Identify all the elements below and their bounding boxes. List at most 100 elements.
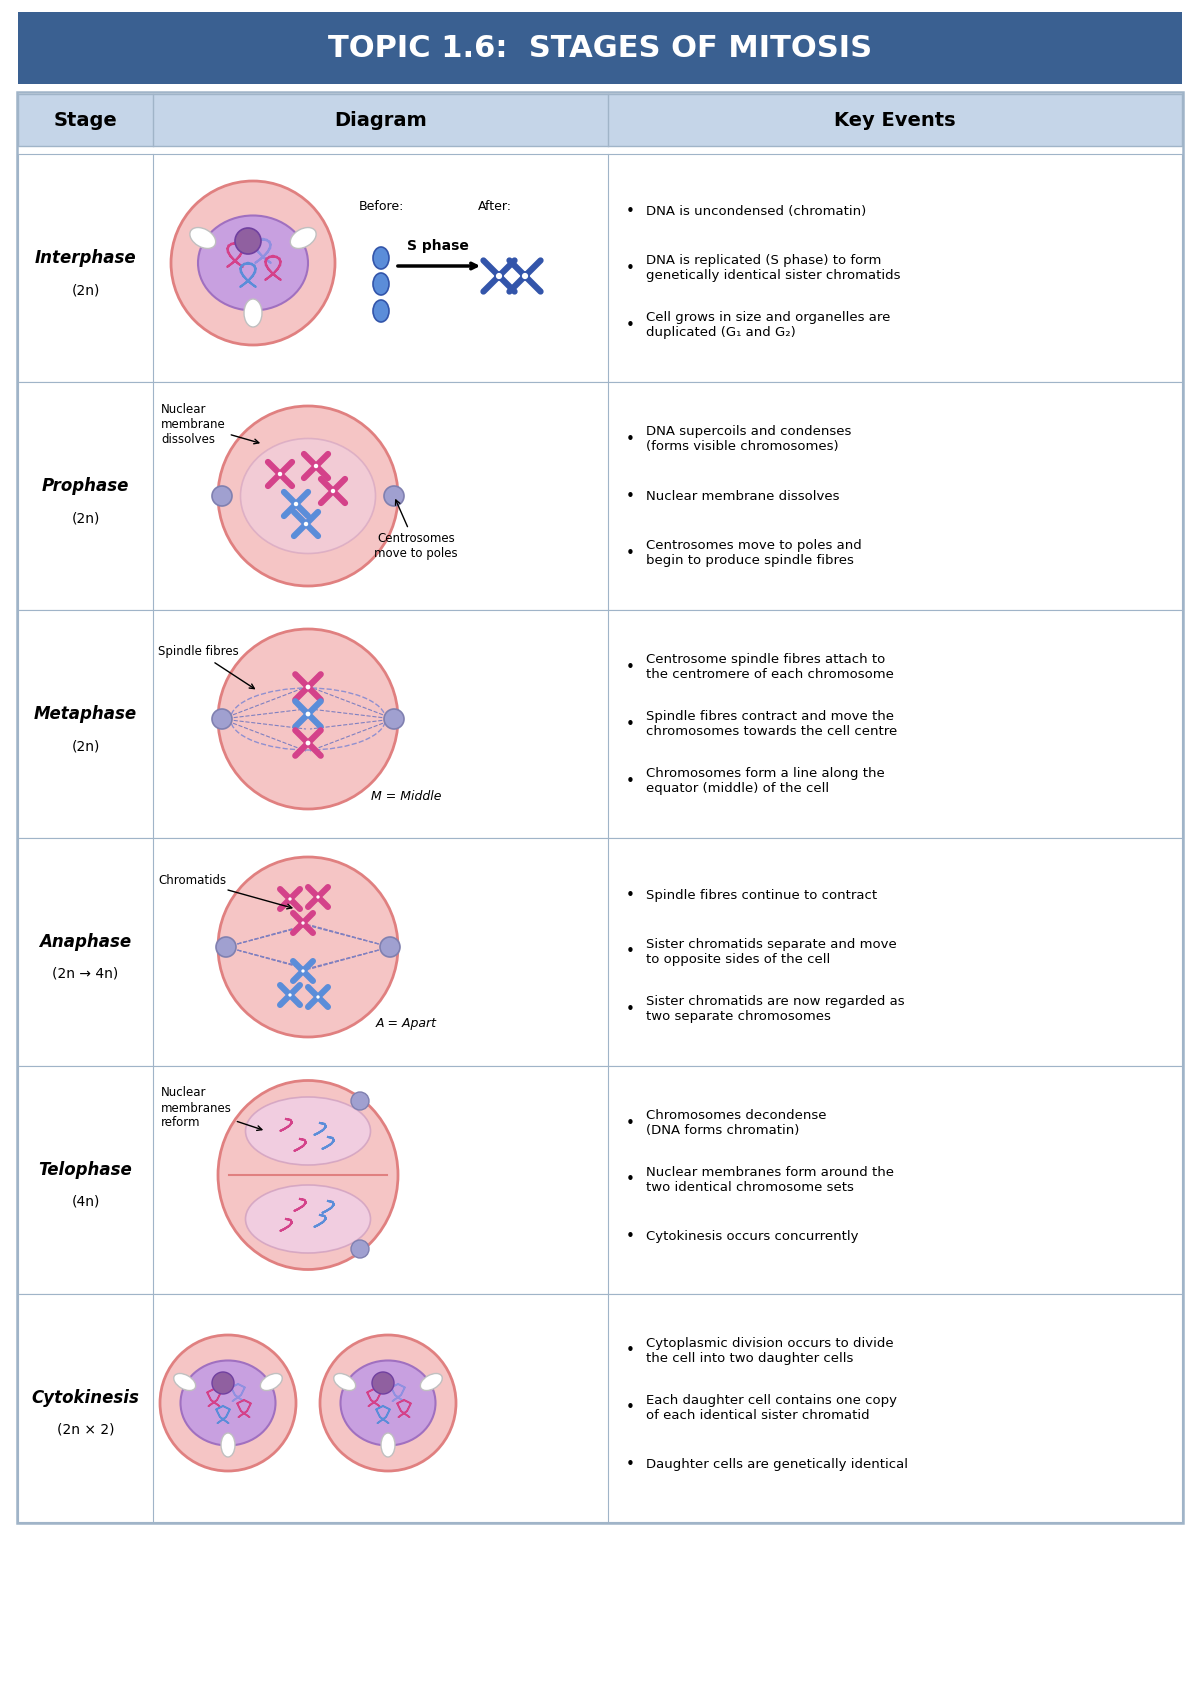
- Text: Nuclear
membranes
reform: Nuclear membranes reform: [161, 1087, 262, 1131]
- Ellipse shape: [174, 1374, 196, 1391]
- FancyBboxPatch shape: [18, 155, 1182, 382]
- Ellipse shape: [373, 273, 389, 295]
- Text: Sister chromatids are now regarded as
two separate chromosomes: Sister chromatids are now regarded as tw…: [646, 995, 905, 1022]
- Text: Cytoplasmic division occurs to divide
the cell into two daughter cells: Cytoplasmic division occurs to divide th…: [646, 1336, 894, 1365]
- Text: (2n): (2n): [71, 511, 100, 525]
- Circle shape: [218, 628, 398, 808]
- Text: Before:: Before:: [359, 199, 403, 212]
- Circle shape: [313, 464, 319, 469]
- Text: •: •: [626, 1401, 635, 1416]
- Circle shape: [352, 1240, 370, 1258]
- Circle shape: [288, 897, 293, 902]
- Circle shape: [320, 1335, 456, 1470]
- Circle shape: [384, 486, 404, 506]
- Text: Centrosomes
move to poles: Centrosomes move to poles: [374, 499, 458, 560]
- Text: S phase: S phase: [407, 239, 469, 253]
- Text: Centrosomes move to poles and
begin to produce spindle fibres: Centrosomes move to poles and begin to p…: [646, 538, 862, 567]
- Text: Each daughter cell contains one copy
of each identical sister chromatid: Each daughter cell contains one copy of …: [646, 1394, 898, 1421]
- Ellipse shape: [260, 1374, 282, 1391]
- Ellipse shape: [334, 1374, 355, 1391]
- Circle shape: [305, 711, 311, 717]
- Ellipse shape: [341, 1360, 436, 1445]
- Ellipse shape: [218, 1080, 398, 1270]
- Text: •: •: [626, 717, 635, 732]
- Circle shape: [172, 182, 335, 345]
- Circle shape: [218, 406, 398, 586]
- Text: •: •: [626, 888, 635, 903]
- Ellipse shape: [373, 246, 389, 268]
- Text: After:: After:: [478, 199, 512, 212]
- Ellipse shape: [246, 1097, 371, 1165]
- Text: •: •: [626, 489, 635, 504]
- Circle shape: [293, 501, 299, 508]
- Circle shape: [330, 487, 336, 494]
- Text: •: •: [626, 1343, 635, 1358]
- FancyBboxPatch shape: [18, 382, 1182, 610]
- Circle shape: [316, 995, 320, 1000]
- Circle shape: [384, 710, 404, 728]
- Text: Nuclear
membrane
dissolves: Nuclear membrane dissolves: [161, 402, 259, 445]
- Text: Cell grows in size and organelles are
duplicated (G₁ and G₂): Cell grows in size and organelles are du…: [646, 311, 890, 340]
- Circle shape: [288, 992, 293, 997]
- Text: •: •: [626, 260, 635, 275]
- Text: Diagram: Diagram: [334, 110, 427, 129]
- Text: Anaphase: Anaphase: [40, 932, 132, 951]
- Ellipse shape: [221, 1433, 235, 1457]
- Text: •: •: [626, 944, 635, 959]
- Text: •: •: [626, 1457, 635, 1472]
- Text: Spindle fibres contract and move the
chromosomes towards the cell centre: Spindle fibres contract and move the chr…: [646, 710, 898, 739]
- Text: (2n → 4n): (2n → 4n): [53, 966, 119, 981]
- Text: •: •: [626, 318, 635, 333]
- Ellipse shape: [420, 1374, 443, 1391]
- FancyBboxPatch shape: [18, 93, 1182, 146]
- Circle shape: [380, 937, 400, 958]
- Text: DNA is uncondensed (chromatin): DNA is uncondensed (chromatin): [646, 204, 866, 217]
- Text: Chromatids: Chromatids: [158, 873, 292, 908]
- Text: •: •: [626, 204, 635, 219]
- Text: Stage: Stage: [54, 110, 118, 129]
- Circle shape: [300, 968, 306, 973]
- Text: Nuclear membranes form around the
two identical chromosome sets: Nuclear membranes form around the two id…: [646, 1167, 894, 1194]
- FancyBboxPatch shape: [18, 12, 1182, 83]
- Circle shape: [218, 857, 398, 1037]
- FancyBboxPatch shape: [18, 1294, 1182, 1521]
- Ellipse shape: [244, 299, 262, 328]
- Text: •: •: [626, 1229, 635, 1245]
- Circle shape: [316, 895, 320, 900]
- Ellipse shape: [246, 1185, 371, 1253]
- Circle shape: [277, 470, 283, 477]
- Ellipse shape: [382, 1433, 395, 1457]
- Text: Metaphase: Metaphase: [34, 705, 137, 723]
- Text: •: •: [626, 659, 635, 674]
- Circle shape: [521, 272, 529, 280]
- Text: Nuclear membrane dissolves: Nuclear membrane dissolves: [646, 489, 840, 503]
- FancyBboxPatch shape: [18, 1066, 1182, 1294]
- Text: Chromosomes decondense
(DNA forms chromatin): Chromosomes decondense (DNA forms chroma…: [646, 1109, 827, 1138]
- Circle shape: [212, 710, 232, 728]
- Circle shape: [372, 1372, 394, 1394]
- Text: •: •: [626, 1002, 635, 1017]
- Text: DNA supercoils and condenses
(forms visible chromosomes): DNA supercoils and condenses (forms visi…: [646, 424, 851, 453]
- Circle shape: [305, 684, 311, 691]
- Text: TOPIC 1.6:  STAGES OF MITOSIS: TOPIC 1.6: STAGES OF MITOSIS: [328, 34, 872, 63]
- Ellipse shape: [190, 228, 216, 248]
- FancyBboxPatch shape: [18, 839, 1182, 1066]
- Circle shape: [235, 228, 262, 255]
- Text: M = Middle: M = Middle: [371, 790, 442, 803]
- Text: Telophase: Telophase: [38, 1161, 132, 1178]
- Circle shape: [302, 521, 310, 526]
- Text: Sister chromatids separate and move
to opposite sides of the cell: Sister chromatids separate and move to o…: [646, 937, 896, 966]
- Circle shape: [216, 937, 236, 958]
- Text: DNA is replicated (S phase) to form
genetically identical sister chromatids: DNA is replicated (S phase) to form gene…: [646, 255, 900, 282]
- Text: Centrosome spindle fibres attach to
the centromere of each chromosome: Centrosome spindle fibres attach to the …: [646, 654, 894, 681]
- Text: A = Apart: A = Apart: [376, 1017, 437, 1031]
- Text: •: •: [626, 774, 635, 788]
- Ellipse shape: [290, 228, 316, 248]
- Circle shape: [212, 486, 232, 506]
- Text: (2n × 2): (2n × 2): [56, 1423, 114, 1437]
- Circle shape: [496, 272, 503, 280]
- Text: Spindle fibres continue to contract: Spindle fibres continue to contract: [646, 888, 877, 902]
- Text: (2n): (2n): [71, 739, 100, 752]
- Text: Cytokinesis occurs concurrently: Cytokinesis occurs concurrently: [646, 1231, 858, 1243]
- Circle shape: [160, 1335, 296, 1470]
